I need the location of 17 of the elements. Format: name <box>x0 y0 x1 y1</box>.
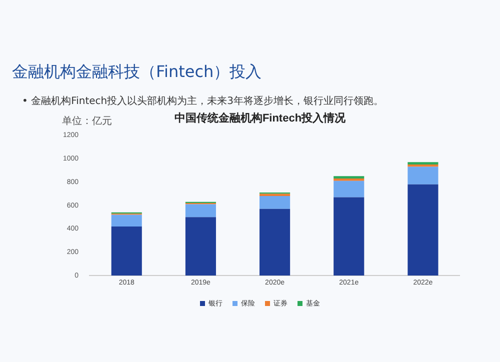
chart-title: 中国传统金融机构Fintech投入情况 <box>174 112 347 125</box>
text: 金融机构金融科技（Fintech）投入 <box>12 62 262 83</box>
bar <box>334 197 364 276</box>
bar <box>260 208 290 276</box>
bar <box>260 194 290 196</box>
bar <box>334 180 364 198</box>
bar <box>408 166 438 184</box>
bar <box>260 196 290 209</box>
y-axis-title: 单位：亿元 <box>62 114 112 127</box>
bar <box>408 164 438 167</box>
bar <box>185 217 216 276</box>
bar <box>111 214 142 226</box>
bar <box>185 204 216 218</box>
bar <box>408 184 438 276</box>
bar <box>334 178 364 181</box>
text: • 金融机构Fintech投入以头部机构为主，未来3年将逐步增长，银行业同行领跑。 <box>22 94 384 108</box>
bar <box>111 226 142 276</box>
